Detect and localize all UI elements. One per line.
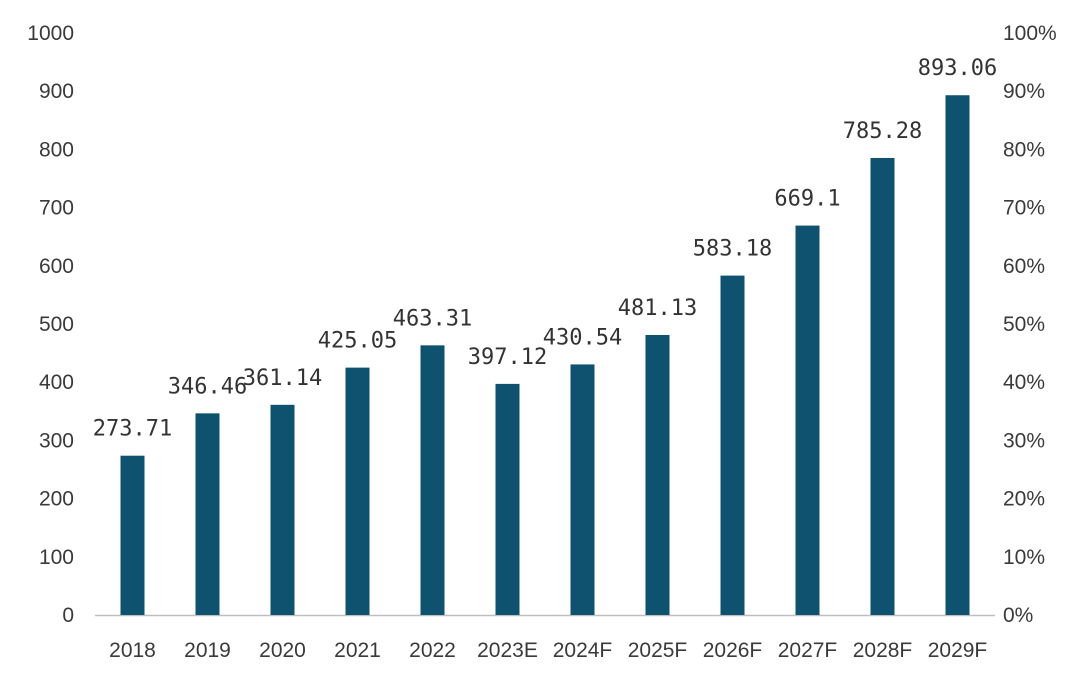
y2-tick-label: 40% (1003, 371, 1045, 394)
x-axis: 2018 2019 2020 2021 2022 2023E 2024F 2025F 2026F… (109, 639, 987, 662)
y2-tick-label: 10% (1003, 546, 1045, 569)
data-label: 893.06 (918, 56, 997, 81)
y2-tick-label: 30% (1003, 429, 1045, 452)
data-label: 346.46 (168, 374, 247, 399)
data-label: 430.54 (543, 325, 622, 350)
y-tick-label: 0 (62, 604, 74, 627)
y-tick-label: 800 (39, 138, 74, 161)
x-tick-label: 2028F (853, 639, 913, 662)
bar-2024f (570, 364, 595, 615)
bar-2022 (420, 345, 445, 615)
data-label: 273.71 (93, 417, 172, 442)
bar-2018 (120, 455, 145, 615)
y-tick-label: 400 (39, 371, 74, 394)
bar-2026f (720, 275, 745, 615)
data-label: 425.05 (318, 329, 397, 354)
data-label: 481.13 (618, 296, 697, 321)
data-label: 583.18 (693, 237, 772, 262)
y-tick-label: 600 (39, 255, 74, 278)
y2-tick-label: 0% (1003, 604, 1033, 627)
y2-tick-label: 20% (1003, 488, 1045, 511)
data-label: 669.1 (774, 187, 840, 212)
x-tick-label: 2019 (184, 639, 231, 662)
y-tick-label: 900 (39, 80, 74, 103)
y2-tick-label: 90% (1003, 80, 1045, 103)
x-tick-label: 2022 (409, 639, 456, 662)
y2-tick-label: 100% (1003, 22, 1057, 45)
y2-tick-label: 70% (1003, 197, 1045, 220)
y-tick-label: 300 (39, 429, 74, 452)
y-tick-label: 100 (39, 546, 74, 569)
bar-2023e (495, 383, 520, 615)
data-label: 397.12 (468, 345, 547, 370)
bar-2019 (195, 413, 220, 615)
x-tick-label: 2024F (553, 639, 613, 662)
y-tick-label: 700 (39, 197, 74, 220)
data-label: 785.28 (843, 119, 922, 144)
y-axis-left: 0 100 200 300 400 500 600 700 800 900 1000 (27, 22, 74, 627)
y-tick-label: 1000 (27, 22, 74, 45)
data-label: 463.31 (393, 306, 472, 331)
x-tick-label: 2029F (928, 639, 988, 662)
bars (120, 95, 970, 616)
x-tick-label: 2026F (703, 639, 763, 662)
bar-2027f (795, 225, 820, 615)
bar-2025f (645, 334, 670, 615)
x-tick-label: 2023E (477, 639, 538, 662)
x-tick-label: 2020 (259, 639, 306, 662)
x-tick-label: 2025F (628, 639, 688, 662)
x-tick-label: 2018 (109, 639, 156, 662)
y-tick-label: 500 (39, 313, 74, 336)
bar-2021 (345, 367, 370, 615)
x-tick-label: 2021 (334, 639, 381, 662)
y2-tick-label: 60% (1003, 255, 1045, 278)
y-tick-label: 200 (39, 488, 74, 511)
y-axis-right: 0% 10% 20% 30% 40% 50% 60% 70% 80% 90% 100% (1003, 22, 1057, 627)
x-tick-label: 2027F (778, 639, 838, 662)
bar-2029f (945, 95, 970, 616)
bar-2020 (270, 404, 295, 615)
y2-tick-label: 50% (1003, 313, 1045, 336)
y2-tick-label: 80% (1003, 138, 1045, 161)
bar-2028f (870, 157, 895, 615)
data-label: 361.14 (243, 366, 322, 391)
